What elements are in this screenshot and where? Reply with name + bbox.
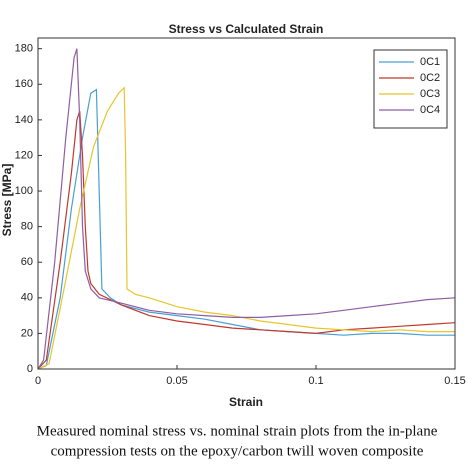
series-line [37, 86, 455, 370]
y-tick-label: 40 [21, 292, 33, 304]
caption-line: Measured nominal stress vs. nominal stra… [37, 423, 438, 439]
x-tick-label: 0 [35, 375, 41, 387]
x-tick-label: 0.15 [444, 375, 465, 387]
series-line [37, 48, 456, 370]
legend-label: 0C2 [420, 72, 440, 84]
y-tick-label: 0 [27, 363, 33, 375]
y-tick-label: 100 [15, 185, 33, 197]
y-axis-label: Stress [MPa] [0, 164, 14, 237]
y-tick-label: 80 [21, 221, 33, 233]
legend-label: 0C3 [420, 88, 440, 100]
y-tick-label: 180 [15, 43, 33, 55]
series-line [37, 88, 455, 370]
y-tick-label: 60 [21, 256, 33, 268]
legend-label: 0C1 [420, 56, 440, 68]
y-tick-label: 120 [15, 149, 33, 161]
chart-title: Stress vs Calculated Strain [169, 22, 324, 36]
caption-line: compression tests on the epoxy/carbon tw… [51, 443, 424, 459]
x-tick-label: 0.1 [308, 375, 323, 387]
plot-frame [37, 37, 456, 370]
y-tick-label: 140 [15, 114, 33, 126]
x-tick-label: 0.05 [166, 375, 187, 387]
y-tick-label: 20 [21, 327, 33, 339]
legend-box [373, 49, 448, 129]
legend-label: 0C4 [420, 104, 440, 116]
x-axis-label: Strain [229, 395, 263, 409]
y-tick-label: 160 [15, 78, 33, 90]
